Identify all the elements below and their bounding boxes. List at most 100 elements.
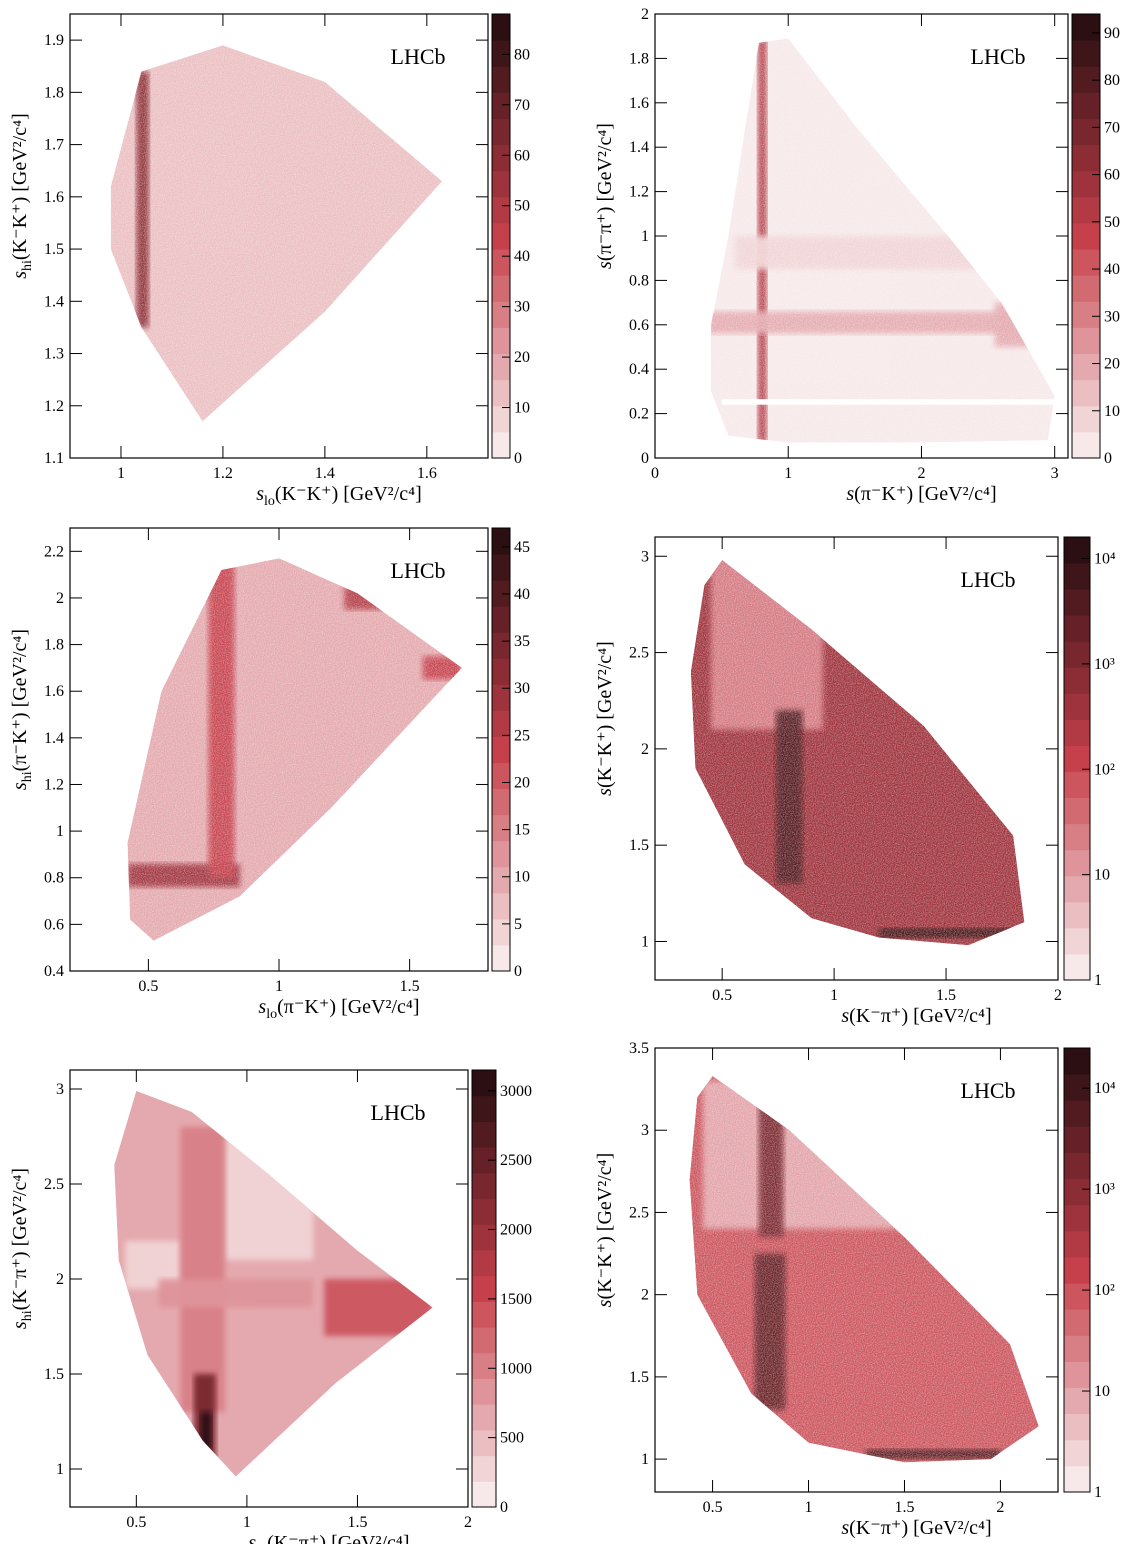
panel-2-ztick-label-4: 30 <box>1104 308 1120 325</box>
panel-5-color-step-3 <box>472 1429 496 1457</box>
panel-2-color-step-7 <box>1072 275 1100 302</box>
panel-3-color-bar: 0 5 10 15 20 25 30 35 40 45 <box>491 527 530 980</box>
panel-1-ztick-label-7: 60 <box>514 147 530 164</box>
panel-1-ytick-label-6: 1.6 <box>44 189 64 206</box>
panel-5-ytick-label-2: 1.5 <box>44 1366 64 1383</box>
panel-4-ytick-label-5: 3 <box>641 548 649 565</box>
panel-6-color-step-10 <box>1064 1230 1090 1258</box>
panel-6-xtick-label-1: 0.5 <box>703 1499 723 1516</box>
heatmap-panel-1: 1 1.2 1.4 1.6 1.1 1.2 1.3 1.4 1.5 1.6 1.7 1.8 1.9 LHC… <box>9 13 530 509</box>
panel-2-ztick-label-8: 70 <box>1104 119 1120 136</box>
panel-6-color-step-6 <box>1064 1335 1090 1362</box>
panel-2-color-step-13 <box>1072 118 1100 146</box>
panel-2-color-step-11 <box>1072 170 1100 198</box>
panel-1-ztick-label-4: 30 <box>514 299 530 316</box>
panel-1-ztick-label-2: 10 <box>514 400 530 417</box>
panel-1-color-step-7 <box>492 275 510 302</box>
panel-6-color-step-11 <box>1064 1204 1090 1232</box>
panel-3-ztick-label-3: 10 <box>514 869 530 886</box>
panel-5-ztick-label-5: 2000 <box>500 1222 532 1239</box>
panel-6-ztick-label-4: 10³ <box>1094 1181 1115 1198</box>
panel-6-ztick-label-5: 10⁴ <box>1094 1080 1116 1097</box>
panel-4-color-bar: 1 10 10² 10³ 10⁴ <box>1063 536 1116 989</box>
panel-5-color-step-1 <box>472 1481 496 1508</box>
panel-4-ztick-label-2: 10 <box>1094 867 1110 884</box>
panel-1-grain <box>110 45 443 422</box>
panel-3-ztick-label-10: 45 <box>514 539 530 556</box>
panel-6-ytick-label-5: 3 <box>641 1122 649 1139</box>
panel-6-x-label: s(K⁻π⁺) [GeV²/c⁴] <box>841 1517 991 1539</box>
panel-6-grain <box>689 1076 1039 1463</box>
panel-4-ytick-label-3: 2 <box>641 741 649 758</box>
panel-3-color-step-16 <box>492 554 510 581</box>
panel-2-ytick-label-4: 0.6 <box>629 317 649 334</box>
panel-1-color-bar: 0 10 20 30 40 50 60 70 80 <box>491 13 530 467</box>
panel-3-color-step-11 <box>492 684 510 711</box>
panel-3-color-step-3 <box>492 892 510 920</box>
panel-5-xtick-label-1: 0.5 <box>126 1514 146 1531</box>
panel-3-xtick-label-2: 1 <box>275 978 283 995</box>
panel-3-ztick-label-8: 35 <box>514 633 530 650</box>
panel-1-color-step-15 <box>492 66 510 93</box>
panel-6-color-step-8 <box>1064 1283 1090 1310</box>
panel-3-ytick-label-10: 2.2 <box>44 543 64 560</box>
panel-2-ytick-label-6: 1 <box>641 228 649 245</box>
panel-4-color-step-17 <box>1064 537 1090 564</box>
panel-2-grain <box>711 38 1055 443</box>
panel-4-color-step-12 <box>1064 667 1090 694</box>
panel-5-color-bar: 0 500 1000 1500 2000 2500 3000 <box>471 1069 532 1516</box>
panel-6-color-bar: 1 10 10² 10³ 10⁴ <box>1063 1047 1116 1501</box>
panel-5-band-1 <box>224 1136 314 1260</box>
panel-2-ztick-label-7: 60 <box>1104 167 1120 184</box>
panel-3-ytick-label-4: 1 <box>56 823 64 840</box>
heatmap-panel-3: 0.5 1 1.5 0.4 0.6 0.8 1 1.2 1.4 1.6 1.8 2 2.2 LHCb slo… <box>9 527 530 1022</box>
panel-2-ztick-label-6: 50 <box>1104 214 1120 231</box>
panel-3-ztick-label-9: 40 <box>514 586 530 603</box>
panel-5-ytick-label-4: 2.5 <box>44 1176 64 1193</box>
panel-2-color-step-17 <box>1072 14 1100 41</box>
panel-1-y-label: shi(K⁻K⁺) [GeV²/c⁴] <box>9 113 35 279</box>
panel-3-grain <box>127 558 462 941</box>
panel-2-ztick-label-5: 40 <box>1104 261 1120 278</box>
panel-2-xtick-label-4: 3 <box>1051 465 1059 482</box>
panel-6-xtick-label-2: 1 <box>805 1499 813 1516</box>
panel-3-ztick-label-7: 30 <box>514 680 530 697</box>
panel-1-xtick-label-4: 1.6 <box>417 465 437 482</box>
panel-2-color-step-15 <box>1072 66 1100 93</box>
panel-5-ytick-label-3: 2 <box>56 1271 64 1288</box>
panel-2-color-step-8 <box>1072 249 1100 276</box>
heatmap-panel-6: 0.5 1 1.5 2 1 1.5 2 2.5 3 3.5 LHCb s(K⁻π⁺) [GeV²/c⁴… <box>594 1040 1116 1539</box>
panel-1-color-step-11 <box>492 170 510 198</box>
panel-2-ytick-label-1: 0 <box>641 450 649 467</box>
panel-5-color-step-4 <box>472 1404 496 1431</box>
panel-5-color-step-10 <box>472 1249 496 1277</box>
panel-1-color-step-12 <box>492 144 510 172</box>
panel-5-ztick-label-7: 3000 <box>500 1083 532 1100</box>
panel-4-ytick-label-4: 2.5 <box>629 645 649 662</box>
panel-3-color-step-2 <box>492 918 510 946</box>
panel-2-xtick-label-2: 1 <box>784 465 792 482</box>
panel-1-density <box>110 45 443 422</box>
panel-2-ztick-label-1: 0 <box>1104 450 1112 467</box>
panel-1-color-step-4 <box>492 353 510 381</box>
panel-4-color-step-13 <box>1064 641 1090 668</box>
panel-4-xtick-label-1: 0.5 <box>712 987 732 1004</box>
panel-6-color-step-17 <box>1064 1048 1090 1075</box>
panel-2-color-step-4 <box>1072 353 1100 381</box>
panel-6-density <box>689 1076 1039 1463</box>
panel-4-ztick-label-5: 10⁴ <box>1094 551 1116 568</box>
panel-1-color-step-2 <box>492 405 510 433</box>
panel-2-color-step-6 <box>1072 301 1100 328</box>
panel-5-color-step-15 <box>472 1121 496 1148</box>
panel-1-ytick-label-9: 1.9 <box>44 32 64 49</box>
panel-5-band-7 <box>200 1412 212 1450</box>
panel-5-y-label: shi(K⁻π⁺) [GeV²/c⁴] <box>9 1168 35 1329</box>
panel-4-color-step-7 <box>1064 797 1090 825</box>
panel-3-ztick-label-4: 15 <box>514 822 530 839</box>
panel-6-color-step-12 <box>1064 1178 1090 1206</box>
heatmap-panel-5: 0.5 1 1.5 2 1 1.5 2 2.5 3 LHCb slo(K⁻π⁺) [GeV²/c⁴]… <box>9 1069 532 1544</box>
panel-4-frame <box>654 536 1059 981</box>
panel-3-color-step-8 <box>492 762 510 790</box>
panel-3-xtick-label-1: 0.5 <box>138 978 158 995</box>
panel-4-color-step-6 <box>1064 823 1090 851</box>
